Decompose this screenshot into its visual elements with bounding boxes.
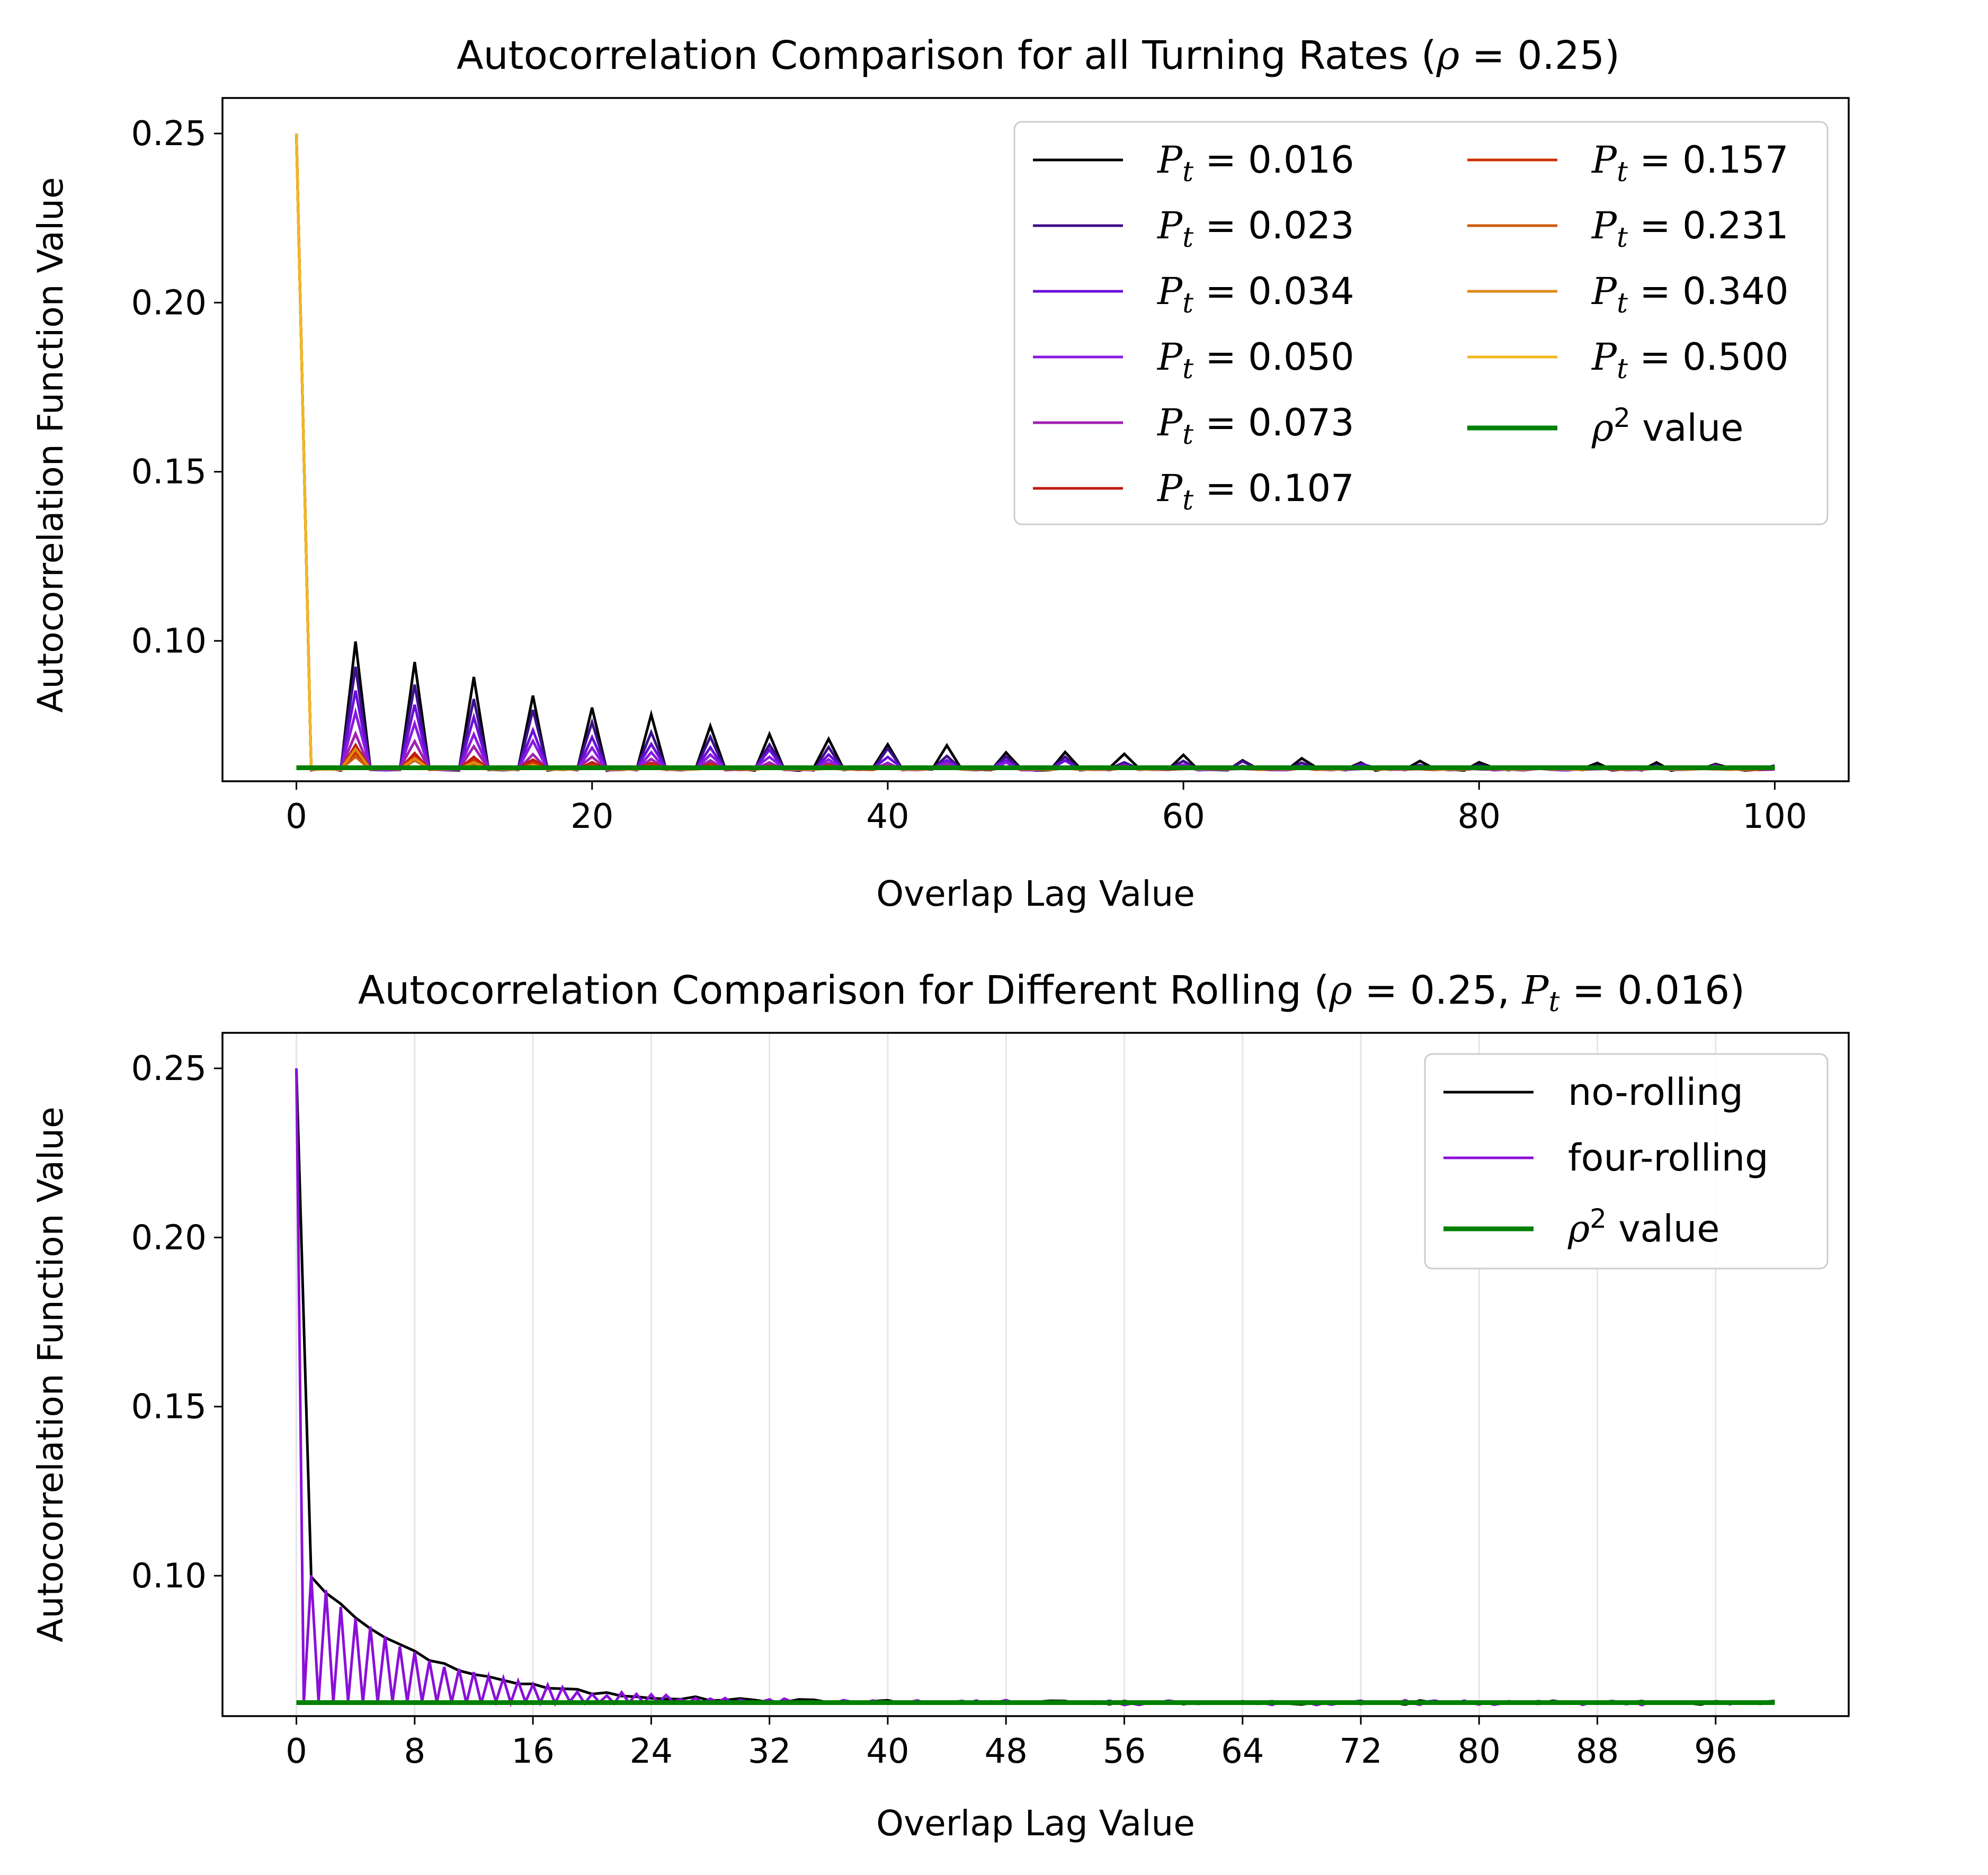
legend-entry-6-label: Pt = 0.157 <box>1591 138 1789 188</box>
legend-entry-0-label: Pt = 0.016 <box>1156 138 1354 188</box>
y-tick-label-3: 0.25 <box>131 114 207 154</box>
x-tick-label-2: 16 <box>511 1732 554 1771</box>
x-tick-label-8: 64 <box>1221 1732 1264 1771</box>
y-tick-label-1: 0.15 <box>131 453 207 492</box>
legend-no-rolling-label: no-rolling <box>1568 1070 1743 1114</box>
x-tick-label-3: 24 <box>630 1732 673 1771</box>
bottom-y-axis-label: Autocorrelation Function Value <box>30 1106 71 1642</box>
x-tick-label-4: 32 <box>748 1732 791 1771</box>
x-tick-label-3: 60 <box>1162 797 1205 836</box>
top-legend-box <box>1013 121 1829 525</box>
bottom-chart: Autocorrelation Comparison for Different… <box>30 968 1850 1844</box>
x-tick-label-0: 0 <box>286 1732 307 1771</box>
top-chart: Autocorrelation Comparison for all Turni… <box>30 33 1850 914</box>
top-axes-frame <box>221 97 1850 782</box>
legend-entry-rho2-label: ρ2 value <box>1591 403 1743 450</box>
x-tick-label-10: 80 <box>1458 1732 1501 1771</box>
top-legend: Pt = 0.016 Pt = 0.023 Pt = 0.034 Pt = 0.050… <box>1013 121 1829 525</box>
legend-entry-7-label: Pt = 0.231 <box>1591 204 1789 254</box>
x-tick-label-7: 56 <box>1103 1732 1146 1771</box>
legend-four-rolling-label: four-rolling <box>1568 1136 1769 1180</box>
bottom-legend-box <box>1424 1053 1829 1270</box>
x-tick-label-12: 96 <box>1694 1732 1737 1771</box>
x-tick-label-9: 72 <box>1339 1732 1382 1771</box>
bottom-x-axis-label: Overlap Lag Value <box>876 1803 1195 1844</box>
legend-entry-1-label: Pt = 0.023 <box>1156 204 1354 254</box>
top-x-axis-label: Overlap Lag Value <box>876 873 1195 914</box>
y-tick-label-2: 0.20 <box>131 283 207 323</box>
x-tick-label-1: 8 <box>404 1732 425 1771</box>
legend-rho2-bottom-label: ρ2 value <box>1567 1203 1719 1251</box>
top-chart-title: Autocorrelation Comparison for all Turni… <box>457 33 1620 78</box>
legend-entry-3-label: Pt = 0.050 <box>1156 335 1354 385</box>
legend-entry-5-label: Pt = 0.107 <box>1156 467 1354 516</box>
x-tick-label-0: 0 <box>286 797 307 836</box>
y-tick-label-3: 0.25 <box>131 1049 207 1088</box>
x-tick-label-4: 80 <box>1458 797 1501 836</box>
legend-entry-9-label: Pt = 0.500 <box>1591 335 1789 385</box>
bottom-legend: no-rolling four-rolling ρ2 value <box>1424 1053 1829 1270</box>
x-tick-label-2: 40 <box>866 797 909 836</box>
y-tick-label-0: 0.10 <box>131 1557 207 1596</box>
x-tick-label-6: 48 <box>984 1732 1027 1771</box>
x-tick-label-5: 40 <box>866 1732 909 1771</box>
x-tick-label-5: 100 <box>1742 797 1807 836</box>
y-tick-label-1: 0.15 <box>131 1388 207 1427</box>
y-tick-label-2: 0.20 <box>131 1218 207 1257</box>
y-tick-label-0: 0.10 <box>131 622 207 661</box>
legend-entry-2-label: Pt = 0.034 <box>1156 270 1354 319</box>
legend-entry-4-label: Pt = 0.073 <box>1156 401 1354 451</box>
top-y-axis-label: Autocorrelation Function Value <box>30 177 71 712</box>
x-tick-label-11: 88 <box>1576 1732 1619 1771</box>
x-tick-label-1: 20 <box>570 797 613 836</box>
bottom-axes-frame <box>221 1032 1850 1717</box>
legend-entry-8-label: Pt = 0.340 <box>1591 270 1789 319</box>
bottom-chart-title: Autocorrelation Comparison for Different… <box>358 968 1745 1018</box>
bottom-plot-area: 0 8 16 24 32 40 48 56 64 72 80 88 96 0.10 0.15 0.20 0.25… <box>131 1032 1850 1771</box>
